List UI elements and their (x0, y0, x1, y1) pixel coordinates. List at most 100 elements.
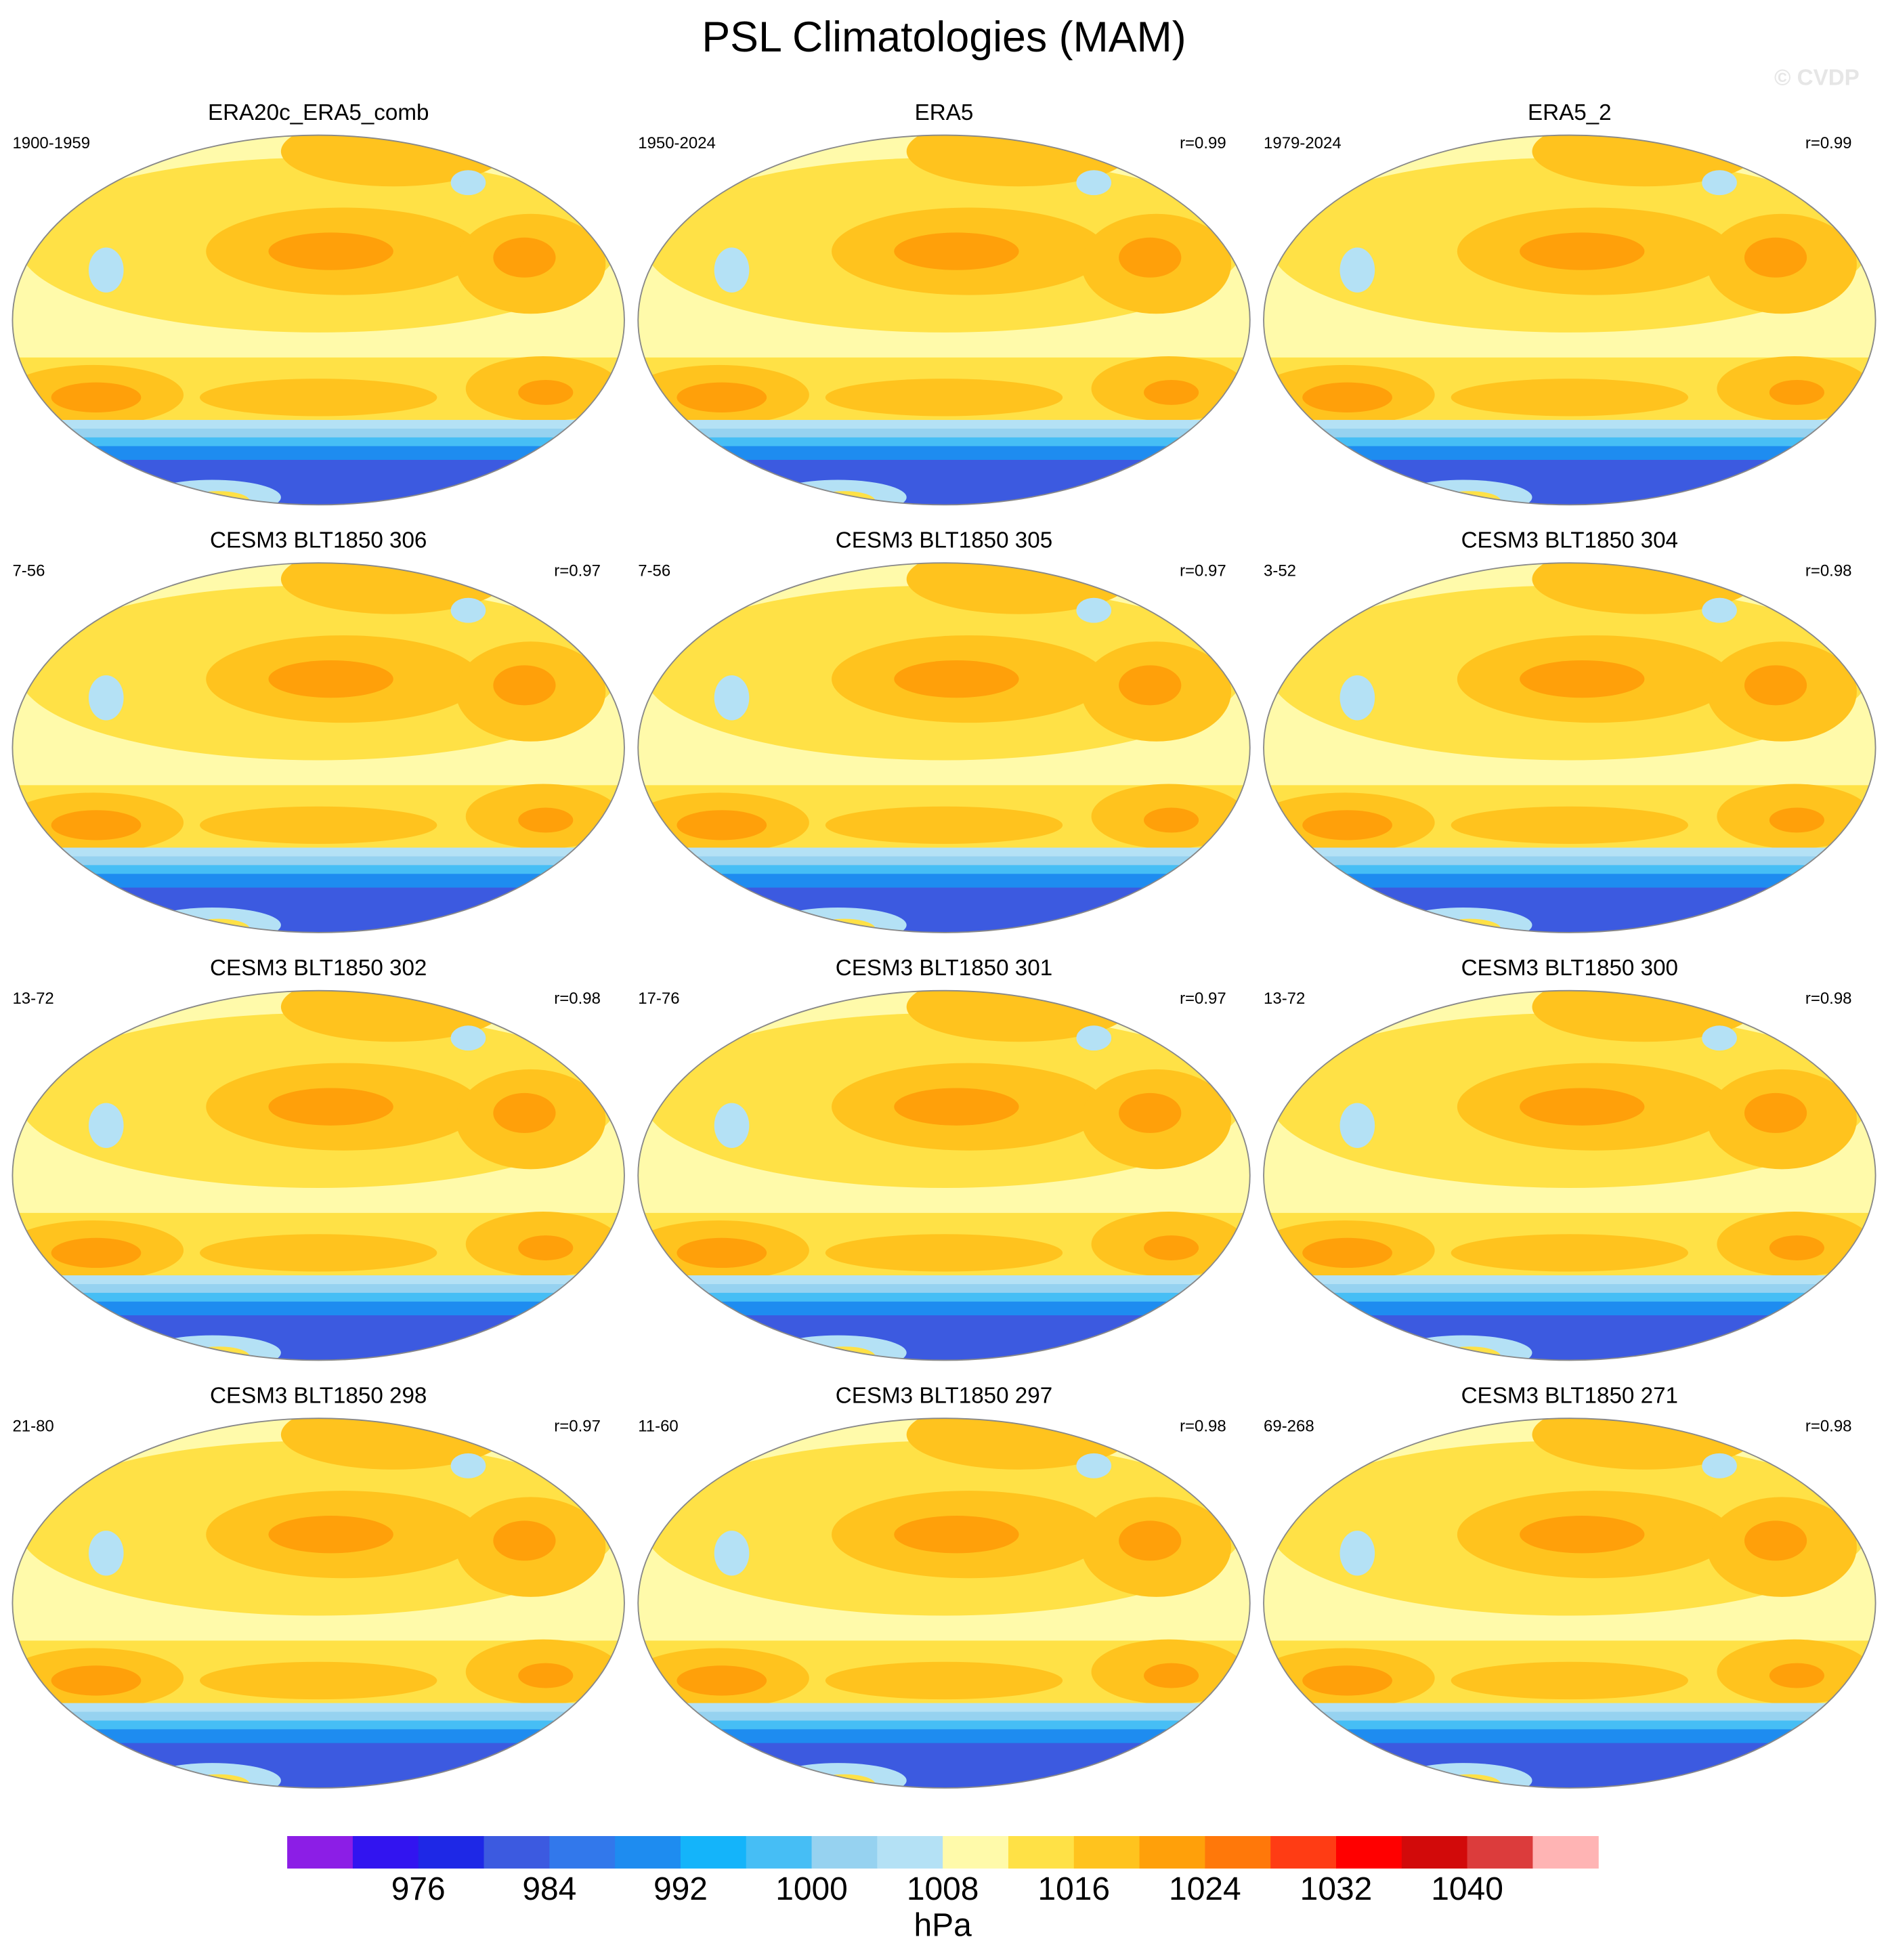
map-field (1119, 1520, 1182, 1561)
map-field (200, 806, 437, 845)
map-panel (638, 135, 1250, 505)
map-field (677, 382, 767, 412)
map-field (88, 675, 124, 721)
panel-period: 1900-1959 (12, 134, 90, 152)
map-field (1394, 908, 1532, 933)
panel-correlation: r=0.97 (554, 561, 601, 580)
map-field (1520, 1516, 1645, 1554)
panel-title: CESM3 BLT1850 305 (836, 528, 1052, 553)
map-field (51, 810, 142, 840)
map-field (906, 135, 1132, 187)
colorbar-box (680, 1836, 747, 1869)
map-field (638, 1743, 1250, 1789)
colorbar-box (615, 1836, 681, 1869)
map-field (1339, 675, 1375, 721)
panel-title: CESM3 BLT1850 271 (1461, 1384, 1678, 1409)
map-field (200, 379, 437, 417)
map-field (1520, 660, 1645, 698)
map-field (280, 135, 506, 187)
panel-period: 69-268 (1264, 1417, 1314, 1435)
map-outline (637, 989, 1251, 1361)
map-field (88, 1103, 124, 1149)
map-field (51, 1665, 142, 1696)
panel-title: ERA5_2 (1528, 100, 1612, 125)
panel-correlation: r=0.99 (1805, 134, 1852, 152)
map-panel (12, 990, 624, 1361)
colorbar-box (1467, 1836, 1533, 1869)
map-field (518, 379, 574, 405)
panel-title: ERA5 (915, 100, 974, 125)
panel-correlation: r=0.99 (1180, 134, 1226, 152)
map-field (906, 563, 1132, 614)
map-panel (1264, 1418, 1876, 1789)
colorbar-box (1335, 1836, 1402, 1869)
panel-period: 11-60 (638, 1417, 679, 1435)
map-field (1339, 247, 1375, 293)
map-field (714, 1531, 750, 1576)
map-field (1119, 1092, 1182, 1133)
map-outline (1263, 989, 1876, 1361)
map-panel (638, 1418, 1250, 1789)
map-field (1532, 135, 1757, 187)
map-field (769, 480, 907, 505)
colorbar-box (287, 1836, 353, 1869)
map-field (769, 1763, 907, 1789)
panel-title: CESM3 BLT1850 301 (836, 956, 1052, 981)
map-outline (12, 562, 625, 933)
map-field (144, 1335, 281, 1361)
map-field (280, 1418, 506, 1470)
colorbar-box (484, 1836, 550, 1869)
map-field (677, 810, 767, 840)
map-outline (1263, 562, 1876, 933)
map-field (1702, 170, 1737, 196)
panel-title: CESM3 BLT1850 297 (836, 1384, 1052, 1409)
panel-correlation: r=0.98 (1805, 1417, 1852, 1435)
map-field (1339, 1103, 1375, 1149)
map-outline (637, 134, 1251, 506)
colorbar-tick-label: 1032 (1300, 1871, 1373, 1907)
map-field (200, 1234, 437, 1272)
map-field (1702, 1453, 1737, 1478)
map-field (268, 232, 393, 270)
map-outline (12, 989, 625, 1361)
map-field (894, 660, 1019, 698)
map-field (1119, 665, 1182, 706)
map-field (825, 379, 1063, 417)
map-field (450, 597, 486, 623)
panel-period: 3-52 (1264, 561, 1296, 580)
colorbar-tick-label: 1040 (1431, 1871, 1503, 1907)
map-field (825, 1234, 1063, 1272)
panel-period: 7-56 (12, 561, 45, 580)
map-field (769, 1335, 907, 1361)
map-field (12, 1743, 624, 1789)
map-field (825, 1661, 1063, 1700)
map-field (518, 807, 574, 833)
map-panel (638, 990, 1250, 1361)
map-field (1520, 1088, 1645, 1126)
map-field (1520, 232, 1645, 270)
colorbar-box (1008, 1836, 1075, 1869)
map-field (518, 1235, 574, 1260)
map-field (493, 237, 556, 278)
map-outline (1263, 1418, 1876, 1789)
map-field (493, 1520, 556, 1561)
map-field (1394, 480, 1532, 505)
panel-correlation: r=0.98 (1805, 561, 1852, 580)
map-field (1264, 1743, 1876, 1789)
panel-correlation: r=0.97 (1180, 989, 1226, 1008)
map-field (1744, 1520, 1807, 1561)
map-field (1451, 379, 1688, 417)
map-outline (1263, 134, 1876, 506)
panel-correlation: r=0.98 (1805, 989, 1852, 1008)
map-field (894, 1516, 1019, 1554)
map-field (1339, 1531, 1375, 1576)
panel-title: ERA20c_ERA5_comb (208, 100, 429, 125)
map-panel (638, 563, 1250, 933)
panel-correlation: r=0.97 (1180, 561, 1226, 580)
map-field (51, 382, 142, 412)
map-panel (1264, 990, 1876, 1361)
map-field (200, 1661, 437, 1700)
map-field (1744, 1092, 1807, 1133)
map-field (144, 908, 281, 933)
